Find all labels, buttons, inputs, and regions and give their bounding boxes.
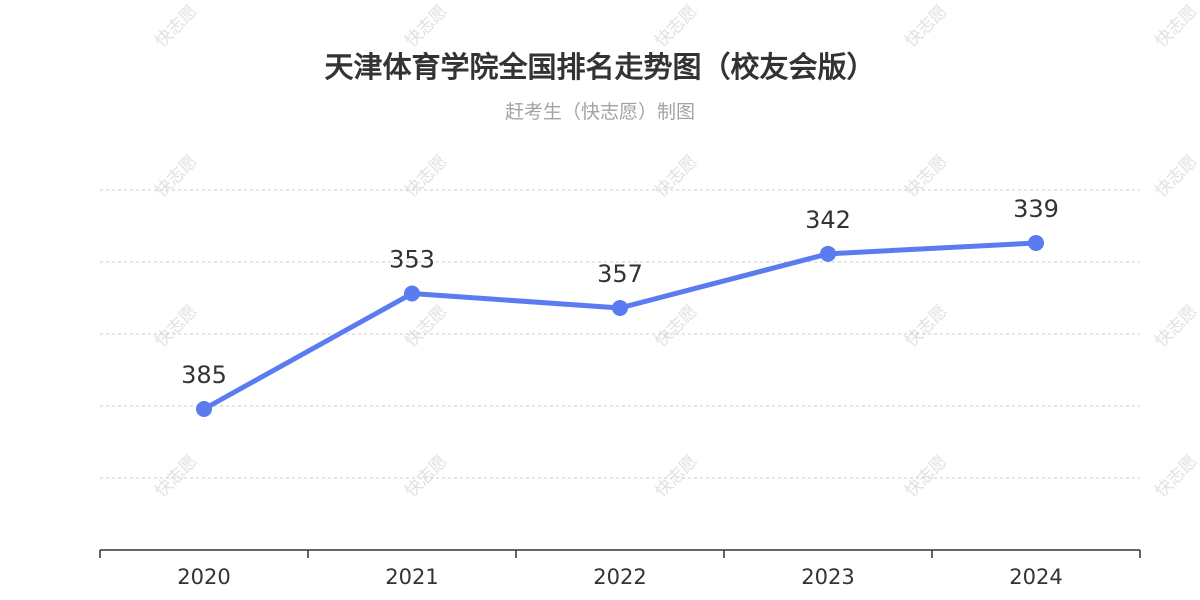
data-point bbox=[196, 401, 212, 417]
watermark-text: 快志愿 bbox=[651, 151, 701, 201]
chart-subtitle: 赶考生（快志愿）制图 bbox=[504, 101, 695, 123]
data-point bbox=[612, 299, 628, 316]
chart-title: 天津体育学院全国排名走势图（校友会版） bbox=[324, 50, 876, 84]
watermark-text: 快志愿 bbox=[901, 151, 951, 201]
watermark-text: 快志愿 bbox=[1151, 301, 1200, 351]
watermark-text: 快志愿 bbox=[401, 1, 451, 51]
watermark-text: 快志愿 bbox=[651, 301, 701, 351]
watermark-text: 快志愿 bbox=[151, 1, 201, 51]
watermark-text: 快志愿 bbox=[151, 301, 201, 351]
x-tick-label: 2020 bbox=[177, 565, 230, 589]
watermark-text: 快志愿 bbox=[151, 151, 201, 201]
x-tick-label: 2021 bbox=[385, 565, 438, 589]
series-layer bbox=[196, 235, 1044, 417]
data-label: 385 bbox=[181, 361, 227, 389]
watermark-text: 快志愿 bbox=[901, 301, 951, 351]
x-tick-label: 2022 bbox=[593, 565, 646, 589]
data-point bbox=[1028, 235, 1044, 251]
watermark-text: 快志愿 bbox=[1151, 1, 1200, 51]
watermark-text: 快志愿 bbox=[1151, 151, 1200, 201]
watermark-text: 快志愿 bbox=[901, 451, 951, 501]
data-labels: 385 353 357 342 339 bbox=[181, 195, 1059, 389]
watermark-layer: 快志愿 快志愿 快志愿 快志愿 快志愿快志愿 快志愿 快志愿 快志愿 快志愿快志愿 快志愿 快志愿快… bbox=[151, 1, 1200, 501]
watermark-text: 快志愿 bbox=[1151, 451, 1200, 501]
watermark-text: 快志愿 bbox=[151, 451, 201, 501]
watermark-text: 快志愿 bbox=[651, 1, 701, 51]
data-label: 357 bbox=[597, 260, 643, 288]
data-point bbox=[404, 285, 420, 302]
grid-lines bbox=[100, 189, 1140, 479]
data-label: 339 bbox=[1013, 195, 1059, 223]
data-label: 342 bbox=[805, 206, 851, 234]
data-label: 353 bbox=[389, 246, 435, 274]
watermark-text: 快志愿 bbox=[401, 451, 451, 501]
watermark-text: 快志愿 bbox=[401, 151, 451, 201]
watermark-text: 快志愿 bbox=[901, 1, 951, 51]
x-tick-label: 2024 bbox=[1009, 565, 1062, 589]
watermark-text: 快志愿 bbox=[401, 301, 451, 351]
x-axis: 2020 2021 2022 2023 2024 bbox=[99, 549, 1141, 589]
x-tick-label: 2023 bbox=[801, 565, 854, 589]
watermark-text: 快志愿 bbox=[651, 451, 701, 501]
data-point bbox=[820, 245, 836, 262]
